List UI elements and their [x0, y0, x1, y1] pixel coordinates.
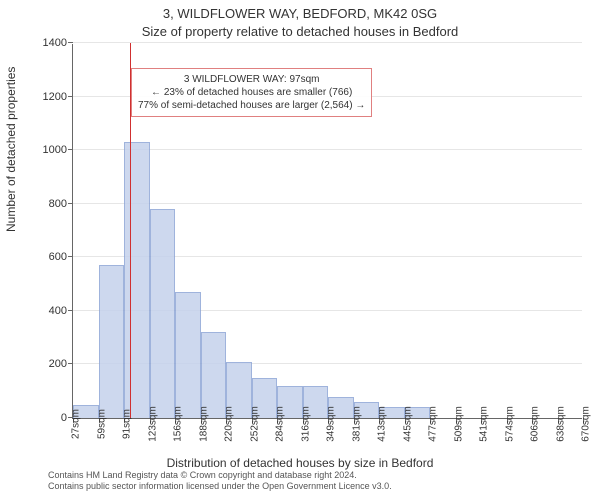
- xtick-label: 638sqm: [555, 406, 566, 442]
- ytick-mark: [68, 363, 73, 364]
- ytick-mark: [68, 149, 73, 150]
- xtick-label: 220sqm: [224, 406, 235, 442]
- xtick-label: 27sqm: [71, 409, 82, 439]
- x-axis-label: Distribution of detached houses by size …: [0, 456, 600, 470]
- histogram-bar: [99, 265, 125, 418]
- xtick-label: 509sqm: [453, 406, 464, 442]
- ytick-mark: [68, 256, 73, 257]
- histogram-bar: [124, 142, 150, 418]
- xtick-label: 606sqm: [530, 406, 541, 442]
- ytick-label: 800: [49, 198, 67, 210]
- annotation-line: ← 23% of detached houses are smaller (76…: [138, 86, 365, 99]
- histogram-bar: [175, 292, 201, 418]
- ytick-mark: [68, 42, 73, 43]
- ytick-label: 1400: [43, 37, 67, 49]
- ytick-label: 0: [61, 412, 67, 424]
- ytick-label: 1200: [43, 91, 67, 103]
- xtick-label: 284sqm: [275, 406, 286, 442]
- chart-title-line2: Size of property relative to detached ho…: [0, 24, 600, 39]
- ytick-label: 600: [49, 251, 67, 263]
- ytick-label: 1000: [43, 144, 67, 156]
- gridline-h: [73, 42, 582, 43]
- xtick-label: 91sqm: [122, 409, 133, 439]
- xtick-label: 670sqm: [581, 406, 592, 442]
- annotation-line: 3 WILDFLOWER WAY: 97sqm: [138, 73, 365, 86]
- plot-area: 020040060080010001200140027sqm59sqm91sqm…: [72, 44, 582, 419]
- y-axis-label: Number of detached properties: [4, 67, 18, 232]
- xtick-label: 477sqm: [428, 406, 439, 442]
- xtick-label: 541sqm: [479, 406, 490, 442]
- xtick-label: 252sqm: [249, 406, 260, 442]
- footer-line1: Contains HM Land Registry data © Crown c…: [48, 470, 392, 481]
- histogram-bar: [150, 209, 176, 418]
- xtick-label: 316sqm: [300, 406, 311, 442]
- ytick-label: 400: [49, 305, 67, 317]
- ytick-mark: [68, 203, 73, 204]
- xtick-label: 349sqm: [326, 406, 337, 442]
- ytick-mark: [68, 310, 73, 311]
- footer-attribution: Contains HM Land Registry data © Crown c…: [48, 470, 392, 492]
- footer-line2: Contains public sector information licen…: [48, 481, 392, 492]
- xtick-label: 381sqm: [351, 406, 362, 442]
- histogram-bar: [201, 332, 227, 418]
- ytick-mark: [68, 96, 73, 97]
- annotation-box: 3 WILDFLOWER WAY: 97sqm← 23% of detached…: [131, 68, 372, 117]
- xtick-label: 445sqm: [402, 406, 413, 442]
- chart-title-line1: 3, WILDFLOWER WAY, BEDFORD, MK42 0SG: [0, 6, 600, 21]
- xtick-label: 156sqm: [173, 406, 184, 442]
- ytick-label: 200: [49, 358, 67, 370]
- xtick-label: 413sqm: [377, 406, 388, 442]
- xtick-label: 574sqm: [504, 406, 515, 442]
- xtick-label: 59sqm: [96, 409, 107, 439]
- xtick-label: 188sqm: [198, 406, 209, 442]
- xtick-label: 123sqm: [147, 406, 158, 442]
- chart-container: 3, WILDFLOWER WAY, BEDFORD, MK42 0SG Siz…: [0, 0, 600, 500]
- annotation-line: 77% of semi-detached houses are larger (…: [138, 99, 365, 112]
